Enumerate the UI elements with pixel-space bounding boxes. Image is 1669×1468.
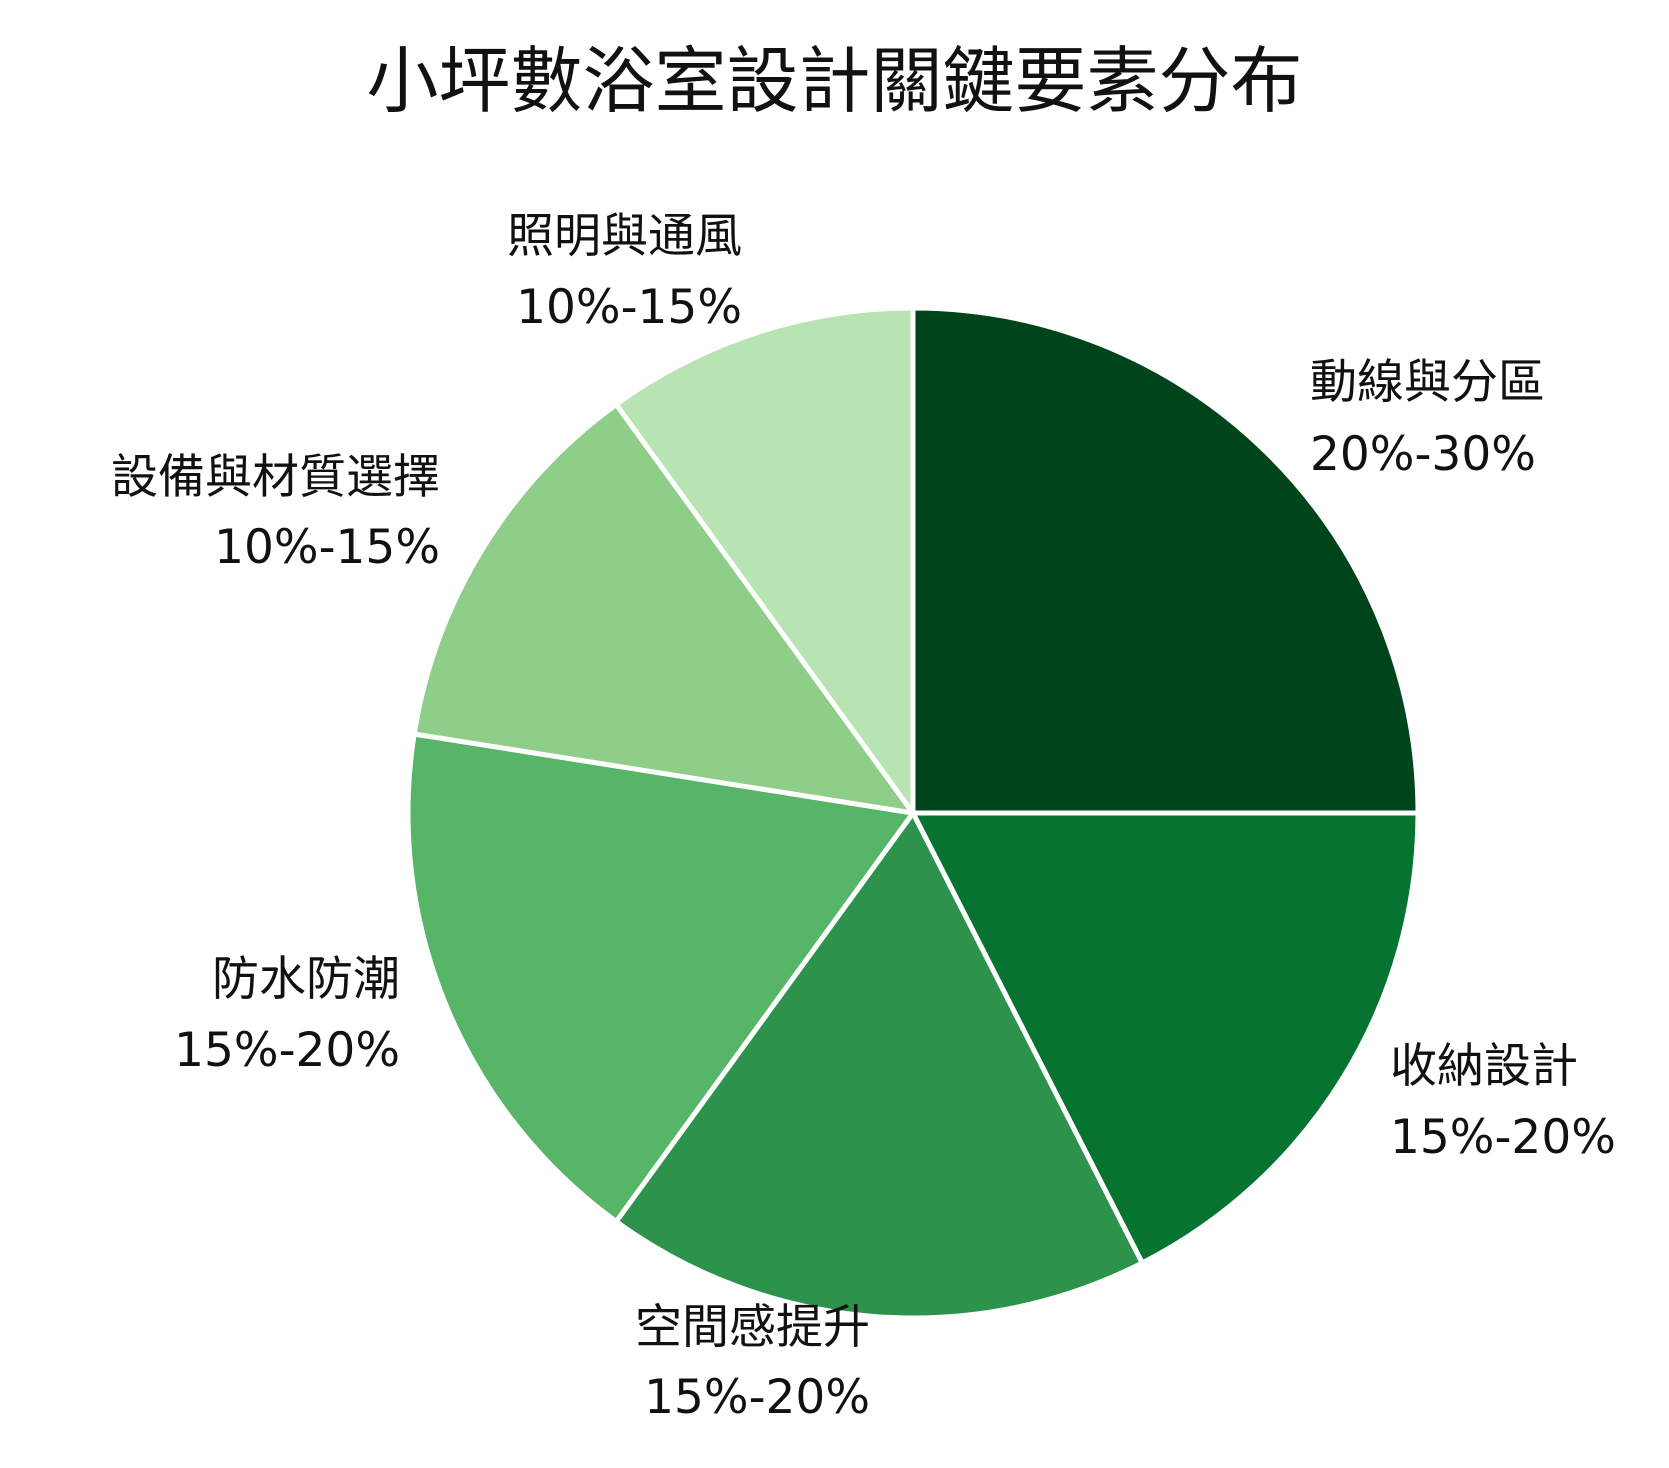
slice-value-label: 15%-20% — [1390, 1110, 1616, 1165]
slice-label: 收納設計 — [1390, 1039, 1578, 1094]
slice-label: 空間感提升 — [635, 1300, 870, 1355]
slice-value-label: 15%-20% — [644, 1370, 870, 1425]
slice-label: 設備與材質選擇 — [111, 450, 440, 505]
pie-slice — [405, 731, 916, 1225]
slice-value-label: 15%-20% — [174, 1023, 400, 1078]
pie-slice — [613, 810, 1145, 1321]
pie-slice — [411, 401, 916, 816]
slice-label: 照明與通風 — [507, 209, 742, 264]
pie-slice — [613, 305, 916, 816]
slice-label: 動線與分區 — [1310, 355, 1545, 410]
pie-slice — [910, 810, 1421, 1266]
pie-labels: 動線與分區 20%-30% 收納設計 15%-20% 空間感提升 15%-20% 防水防潮 1… — [111, 209, 1616, 1425]
slice-value-label: 20%-30% — [1310, 427, 1536, 482]
slice-value-label: 10%-15% — [214, 520, 440, 575]
slice-label: 防水防潮 — [212, 952, 400, 1007]
chart-title: 小坪數浴室設計關鍵要素分布 — [366, 39, 1303, 123]
slice-value-label: 10%-15% — [516, 280, 742, 335]
pie-slice — [910, 305, 1421, 816]
pie-slices — [405, 305, 1421, 1321]
